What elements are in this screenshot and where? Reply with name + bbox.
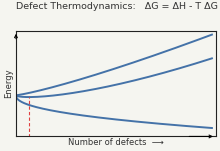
Y-axis label: Energy: Energy xyxy=(4,69,13,98)
Text: Defect Thermodynamics:   ΔG = ΔH - T ΔG: Defect Thermodynamics: ΔG = ΔH - T ΔG xyxy=(16,2,218,11)
X-axis label: Number of defects  ⟶: Number of defects ⟶ xyxy=(68,138,164,147)
